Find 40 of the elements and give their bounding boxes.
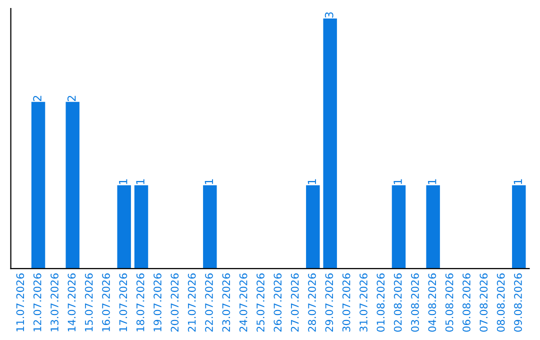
x-tick-label: 02.08.2026 xyxy=(394,273,402,332)
x-tick-label: 11.07.2026 xyxy=(16,273,24,332)
x-tick-label: 27.07.2026 xyxy=(290,273,299,332)
data-label: 1 xyxy=(514,179,522,184)
x-tick-label: 13.07.2026 xyxy=(50,273,58,332)
data-label: 1 xyxy=(394,179,402,184)
x-tick-label: 24.07.2026 xyxy=(239,273,248,332)
x-tick-label: 26.07.2026 xyxy=(274,273,282,332)
x-tick-label: 21.07.2026 xyxy=(188,273,196,332)
x-tick-label: 04.08.2026 xyxy=(428,273,436,332)
data-label: 2 xyxy=(67,96,76,102)
x-tick-label: 07.08.2026 xyxy=(480,273,488,332)
x-tick-label: 22.07.2026 xyxy=(205,273,213,332)
x-tick-label: 08.08.2026 xyxy=(496,273,505,332)
data-label: 2 xyxy=(33,96,42,102)
x-tick-label: 30.07.2026 xyxy=(342,273,350,332)
data-label: 1 xyxy=(136,179,144,184)
data-label: 1 xyxy=(428,179,436,184)
x-tick-label: 06.08.2026 xyxy=(462,273,470,332)
data-label: 1 xyxy=(204,179,213,184)
x-tick-label: 05.08.2026 xyxy=(445,273,454,332)
x-tick-label: 29.07.2026 xyxy=(325,273,334,332)
x-tick-label: 01.08.2026 xyxy=(376,273,385,332)
x-tick-label: 28.07.2026 xyxy=(308,273,316,332)
x-tick-label: 31.07.2026 xyxy=(360,273,368,332)
x-tick-label: 19.07.2026 xyxy=(154,273,162,332)
x-tick-label: 16.07.2026 xyxy=(102,273,110,332)
x-tick-label: 23.07.2026 xyxy=(222,273,230,332)
data-label: 1 xyxy=(119,179,128,184)
data-label: 3 xyxy=(324,12,334,18)
x-tick-label: 15.07.2026 xyxy=(84,273,93,332)
x-tick-label: 09.08.2026 xyxy=(514,273,522,332)
x-tick-label: 20.07.2026 xyxy=(170,273,179,332)
x-tick-label: 18.07.2026 xyxy=(136,273,144,332)
x-tick-label: 25.07.2026 xyxy=(256,273,264,332)
x-tick-label: 03.08.2026 xyxy=(411,273,419,332)
x-tick-label: 17.07.2026 xyxy=(119,273,128,332)
x-tick-label: 12.07.2026 xyxy=(33,273,42,332)
data-label: 1 xyxy=(308,179,316,184)
x-tick-label: 14.07.2026 xyxy=(68,273,76,332)
